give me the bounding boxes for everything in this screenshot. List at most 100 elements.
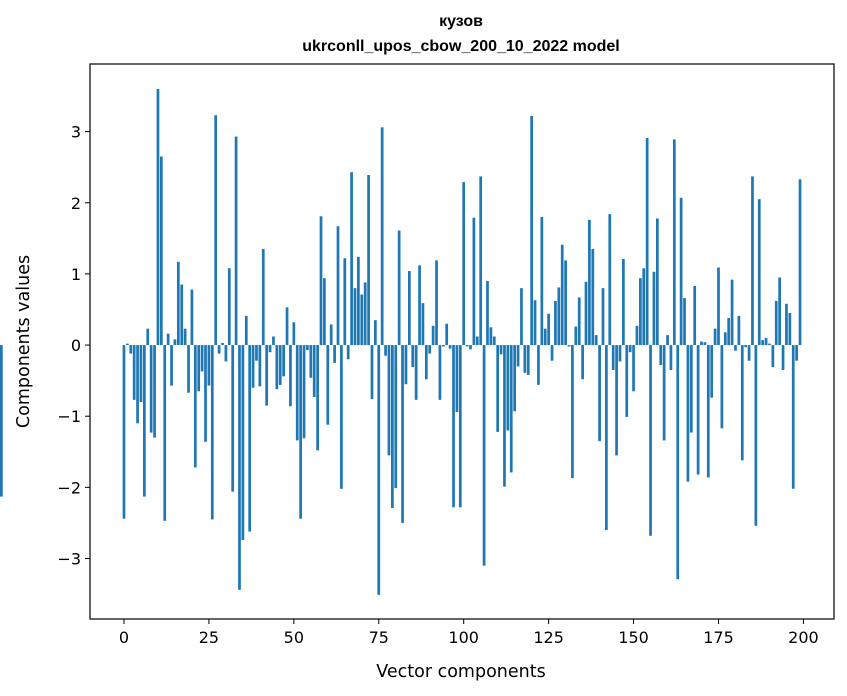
bar [374, 320, 377, 346]
bar [411, 345, 415, 368]
x-tick-label: 125 [533, 628, 564, 647]
bar [380, 127, 384, 346]
bar [122, 345, 126, 519]
y-tick-label: −3 [57, 550, 81, 569]
bar [618, 345, 622, 362]
bar [496, 345, 500, 432]
bar [455, 345, 459, 412]
bar [486, 281, 489, 346]
bar [231, 345, 235, 492]
bar [554, 300, 557, 346]
bar [601, 288, 605, 346]
bar [187, 345, 190, 393]
bar [132, 345, 136, 400]
bar [513, 345, 517, 412]
bar [163, 345, 167, 521]
bar [397, 230, 401, 346]
bar [414, 345, 418, 400]
bar [737, 315, 741, 346]
bar [666, 335, 669, 346]
bar [357, 256, 360, 346]
bar [207, 345, 211, 386]
bar [475, 336, 479, 346]
bar [292, 322, 296, 346]
bar [574, 326, 578, 346]
bar [367, 175, 370, 346]
bar [520, 288, 523, 346]
y-tick-label: −1 [57, 407, 81, 426]
bar [465, 345, 469, 347]
y-tick-label: 0 [71, 336, 81, 355]
bar [706, 345, 710, 478]
bar [523, 345, 527, 373]
bar [632, 345, 635, 392]
bar [251, 345, 255, 388]
bar [418, 265, 421, 346]
x-tick-label: 100 [448, 628, 479, 647]
bar [268, 345, 272, 353]
bar [401, 345, 404, 523]
bar [611, 345, 615, 370]
bar [180, 284, 184, 346]
bar [309, 345, 313, 378]
bar [370, 345, 374, 400]
bar [316, 345, 319, 451]
x-tick-label: 175 [703, 628, 734, 647]
bar [462, 182, 466, 346]
bar [421, 303, 425, 346]
bar [377, 345, 381, 595]
bar [227, 268, 231, 346]
bar [489, 327, 493, 346]
bar [764, 337, 768, 346]
bar [662, 345, 666, 441]
bar [754, 345, 758, 526]
x-tick-label: 0 [119, 628, 129, 647]
bar [0, 345, 3, 497]
bar [136, 345, 139, 424]
bar [642, 268, 646, 346]
bar [448, 345, 452, 349]
bar [343, 258, 347, 346]
bar [676, 345, 680, 580]
bar [326, 345, 330, 425]
bar [571, 345, 574, 479]
bar [720, 345, 724, 429]
bar [479, 176, 483, 346]
bar [217, 345, 221, 354]
x-tick-label: 200 [788, 628, 819, 647]
bar [221, 342, 224, 346]
y-tick-label: −2 [57, 478, 81, 497]
bar [306, 345, 309, 351]
x-tick-label: 150 [618, 628, 649, 647]
bar [785, 303, 788, 346]
bar [183, 328, 187, 346]
bar [747, 345, 751, 361]
bar [234, 136, 238, 346]
bar [509, 345, 513, 473]
bar [353, 288, 357, 346]
bar [275, 345, 279, 390]
bar [713, 328, 717, 346]
bar [244, 315, 248, 346]
bar [176, 261, 180, 346]
x-tick-label: 75 [369, 628, 389, 647]
bar [129, 345, 133, 354]
bar [700, 341, 703, 346]
bar [771, 345, 775, 368]
bar [540, 216, 544, 346]
bar [200, 345, 204, 372]
x-axis-ticks: 0 25 50 75 100 125 150 175 200 [119, 619, 819, 647]
bar [795, 345, 798, 361]
bar [407, 271, 411, 346]
bar [649, 345, 652, 536]
bar [153, 345, 156, 438]
bar [261, 249, 265, 346]
bar [139, 345, 143, 402]
bar [258, 345, 262, 387]
bar [387, 345, 391, 456]
bar [319, 216, 323, 346]
bar [360, 294, 364, 346]
bar [557, 287, 561, 346]
bar [605, 345, 608, 531]
